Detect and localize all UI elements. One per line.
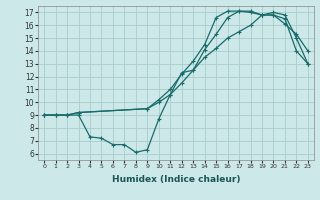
X-axis label: Humidex (Indice chaleur): Humidex (Indice chaleur) — [112, 175, 240, 184]
